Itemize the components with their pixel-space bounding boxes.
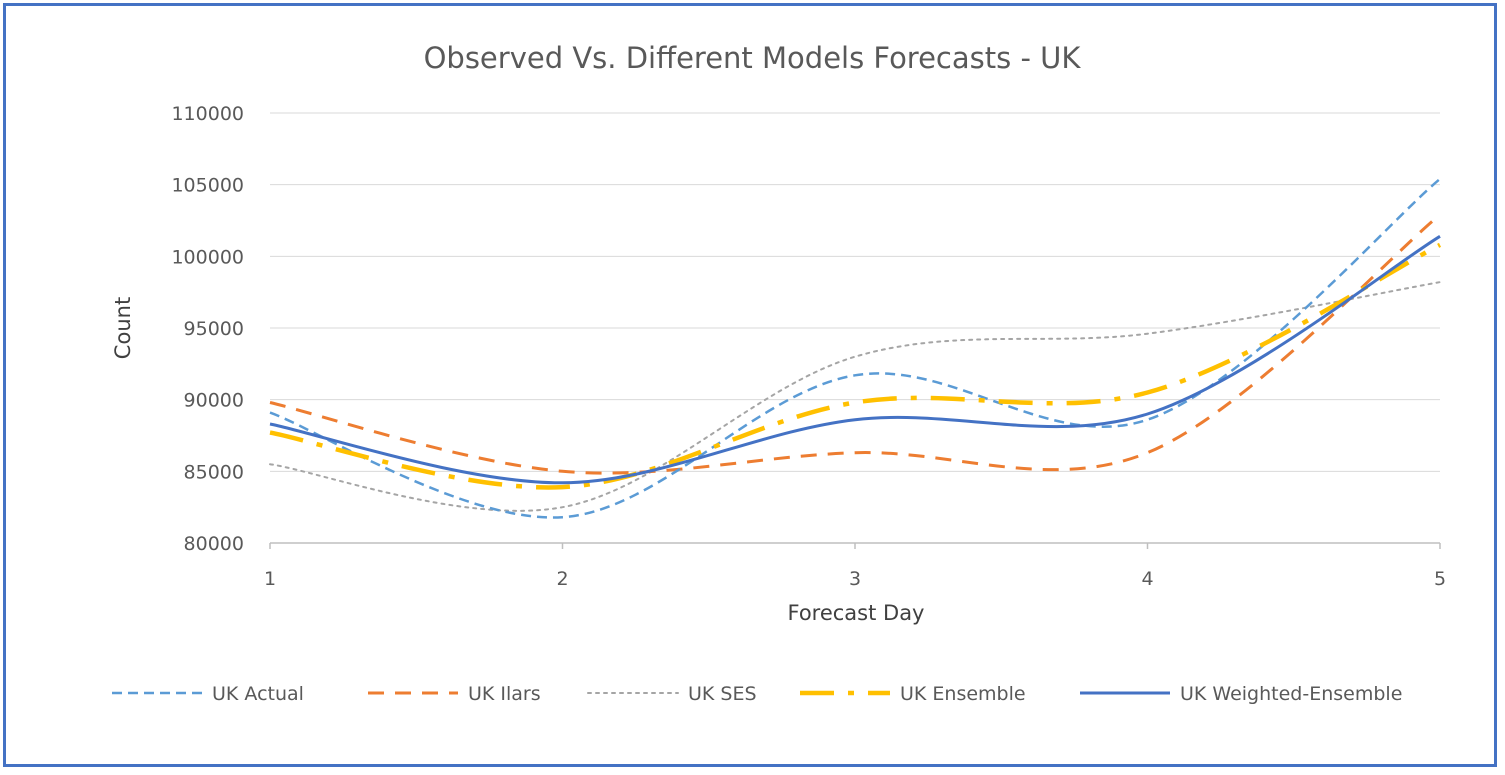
legend: UK Actual UK Ilars UK SES UK Ensemble UK Wei…: [112, 683, 1402, 705]
series-line-uk-ses: [269, 281, 1441, 512]
series-lines: [269, 177, 1442, 519]
gridlines: [270, 112, 1440, 544]
x-tick-label: 1: [264, 568, 276, 590]
legend-label: UK Ensemble: [900, 683, 1026, 705]
x-axis-title: Forecast Day: [787, 601, 924, 625]
legend-label: UK SES: [688, 683, 757, 705]
x-tick-label: 4: [1141, 568, 1153, 590]
x-tick-label: 2: [556, 568, 568, 590]
x-tick-label: 5: [1434, 568, 1446, 590]
x-tick-labels: 1 2 3 4 5: [264, 543, 1446, 590]
y-tick-label: 100000: [171, 246, 244, 268]
legend-label: UK Weighted-Ensemble: [1180, 683, 1402, 705]
series-line-uk-ensemble: [269, 242, 1442, 490]
series-line-uk-ilars: [269, 213, 1441, 475]
y-tick-label: 110000: [171, 103, 244, 125]
legend-label: UK Ilars: [468, 683, 541, 705]
chart-frame: [3, 3, 1497, 767]
series-line-uk-weighted-ensemble: [269, 235, 1441, 485]
y-tick-labels: 80000 85000 90000 95000 100000 105000 110000: [171, 103, 244, 555]
series-line-uk-actual: [269, 177, 1441, 519]
y-tick-label: 105000: [171, 175, 244, 197]
y-tick-label: 85000: [184, 461, 244, 483]
y-tick-label: 80000: [184, 533, 244, 555]
y-axis-title: Count: [111, 297, 135, 359]
y-tick-label: 90000: [184, 390, 244, 412]
chart-title: Observed Vs. Different Models Forecasts …: [424, 41, 1082, 75]
legend-label: UK Actual: [212, 683, 304, 705]
x-tick-label: 3: [849, 568, 861, 590]
y-tick-label: 95000: [184, 318, 244, 340]
